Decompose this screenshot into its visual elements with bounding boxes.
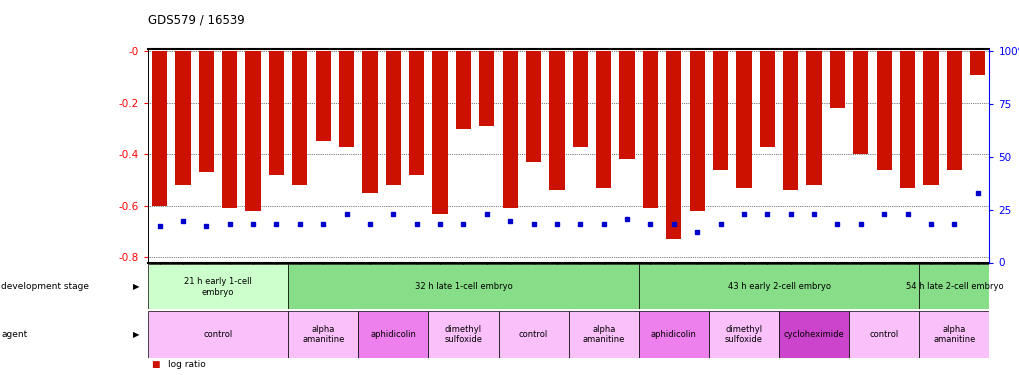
Text: development stage: development stage (1, 282, 89, 291)
Bar (502, 51, 518, 209)
Text: log ratio: log ratio (168, 360, 206, 369)
Bar (922, 51, 937, 185)
Bar (315, 51, 330, 141)
Bar (549, 51, 564, 190)
Bar (642, 51, 657, 209)
Bar (708, 311, 779, 358)
Bar (432, 51, 447, 214)
Bar (759, 51, 774, 147)
Bar (918, 311, 988, 358)
Bar (969, 51, 984, 75)
Bar (246, 51, 261, 211)
Text: cycloheximide: cycloheximide (783, 330, 844, 339)
Bar (292, 51, 307, 185)
Bar (853, 51, 867, 154)
Bar (199, 51, 214, 172)
Text: dimethyl
sulfoxide: dimethyl sulfoxide (444, 325, 482, 344)
Bar (899, 51, 914, 188)
Text: dimethyl
sulfoxide: dimethyl sulfoxide (725, 325, 762, 344)
Bar (595, 51, 610, 188)
Text: control: control (869, 330, 898, 339)
Bar (479, 51, 494, 126)
Bar (806, 51, 821, 185)
Text: aphidicolin: aphidicolin (650, 330, 696, 339)
Bar (358, 311, 428, 358)
Text: aphidicolin: aphidicolin (370, 330, 416, 339)
Bar (736, 51, 751, 188)
Bar (946, 51, 961, 170)
Text: 32 h late 1-cell embryo: 32 h late 1-cell embryo (414, 282, 512, 291)
Text: alpha
amanitine: alpha amanitine (582, 325, 625, 344)
Text: ▶: ▶ (133, 330, 140, 339)
Bar (638, 264, 918, 309)
Bar (712, 51, 728, 170)
Bar (175, 51, 191, 185)
Bar (498, 311, 569, 358)
Bar (148, 264, 288, 309)
Text: ■: ■ (151, 360, 159, 369)
Bar (288, 264, 638, 309)
Text: control: control (203, 330, 232, 339)
Bar (665, 51, 681, 239)
Text: GDS579 / 16539: GDS579 / 16539 (148, 13, 245, 26)
Bar (362, 51, 377, 193)
Bar (288, 311, 358, 358)
Bar (385, 51, 400, 185)
Bar (338, 51, 354, 147)
Bar (269, 51, 283, 175)
Bar (573, 51, 587, 147)
Bar (689, 51, 704, 211)
Bar (829, 51, 844, 108)
Bar (222, 51, 237, 209)
Bar (455, 51, 471, 129)
Bar (152, 51, 167, 206)
Bar (638, 311, 708, 358)
Bar (148, 311, 288, 358)
Text: alpha
amanitine: alpha amanitine (932, 325, 974, 344)
Bar (428, 311, 498, 358)
Bar (526, 51, 541, 162)
Text: agent: agent (1, 330, 28, 339)
Text: 43 h early 2-cell embryo: 43 h early 2-cell embryo (727, 282, 829, 291)
Text: 54 h late 2-cell embryo: 54 h late 2-cell embryo (905, 282, 1002, 291)
Bar (409, 51, 424, 175)
Bar (783, 51, 798, 190)
Bar (875, 51, 891, 170)
Text: ▶: ▶ (133, 282, 140, 291)
Text: alpha
amanitine: alpha amanitine (302, 325, 344, 344)
Bar (848, 311, 918, 358)
Text: control: control (519, 330, 547, 339)
Bar (918, 264, 988, 309)
Text: 21 h early 1-cell
embryo: 21 h early 1-cell embryo (183, 277, 252, 297)
Bar (569, 311, 638, 358)
Bar (619, 51, 634, 159)
Bar (779, 311, 848, 358)
